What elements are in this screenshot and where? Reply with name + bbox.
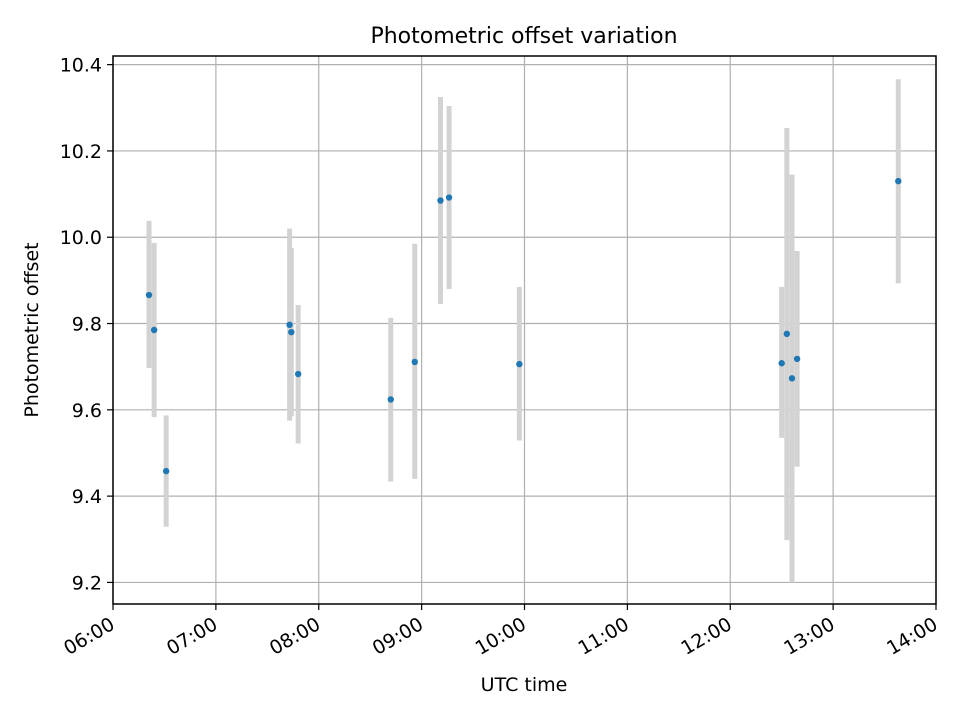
data-point (516, 360, 523, 368)
data-point (788, 375, 796, 382)
y-tick-label: 10.0 (60, 227, 102, 249)
data-point (150, 326, 158, 334)
x-axis-label: UTC time (481, 674, 568, 696)
data-point (288, 328, 295, 336)
y-tick-label: 9.2 (72, 572, 102, 594)
data-point (145, 291, 153, 299)
data-point (162, 467, 170, 475)
y-tick-label: 10.4 (60, 55, 102, 77)
data-point (437, 197, 444, 204)
y-axis-label: Photometric offset (21, 242, 43, 417)
data-point (294, 370, 302, 378)
data-point (286, 321, 293, 329)
chart-title: Photometric offset variation (370, 24, 677, 49)
data-point (778, 360, 785, 367)
y-tick-label: 9.6 (72, 400, 102, 422)
data-point (895, 177, 902, 185)
y-tick-label: 9.4 (72, 486, 102, 508)
data-point (387, 396, 394, 403)
data-point (411, 358, 418, 366)
y-tick-label: 10.2 (60, 141, 102, 163)
y-axis: 9.2 9.4 9.6 9.8 10.0 10.2 10.4 (60, 55, 113, 594)
data-point (793, 355, 801, 363)
data-point (783, 330, 791, 338)
y-tick-label: 9.8 (72, 314, 102, 336)
data-points (145, 177, 902, 475)
data-point (445, 194, 453, 201)
